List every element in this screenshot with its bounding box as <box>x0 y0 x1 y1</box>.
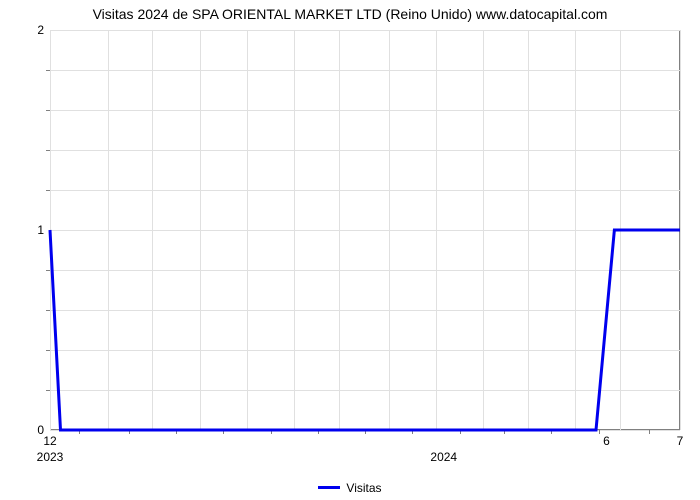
grid-line-v <box>680 30 681 430</box>
y-tick-label: 2 <box>37 23 44 37</box>
legend: Visitas <box>0 478 700 495</box>
legend-item: Visitas <box>318 481 381 495</box>
legend-swatch <box>318 486 340 489</box>
data-line <box>50 30 680 430</box>
x-tick-label-year: 2024 <box>430 450 457 464</box>
x-tick-label: 7 <box>677 434 684 448</box>
x-tick-label: 6 <box>603 434 610 448</box>
x-tick-label-year: 2023 <box>37 450 64 464</box>
plot-area: 012122023202467 <box>50 30 680 430</box>
chart-container: Visitas 2024 de SPA ORIENTAL MARKET LTD … <box>0 0 700 500</box>
legend-label: Visitas <box>346 481 381 495</box>
chart-title: Visitas 2024 de SPA ORIENTAL MARKET LTD … <box>0 6 700 22</box>
x-tick-label: 12 <box>43 434 56 448</box>
y-tick-label: 1 <box>37 223 44 237</box>
x-minor-tick <box>599 430 600 434</box>
x-minor-tick <box>649 430 650 434</box>
